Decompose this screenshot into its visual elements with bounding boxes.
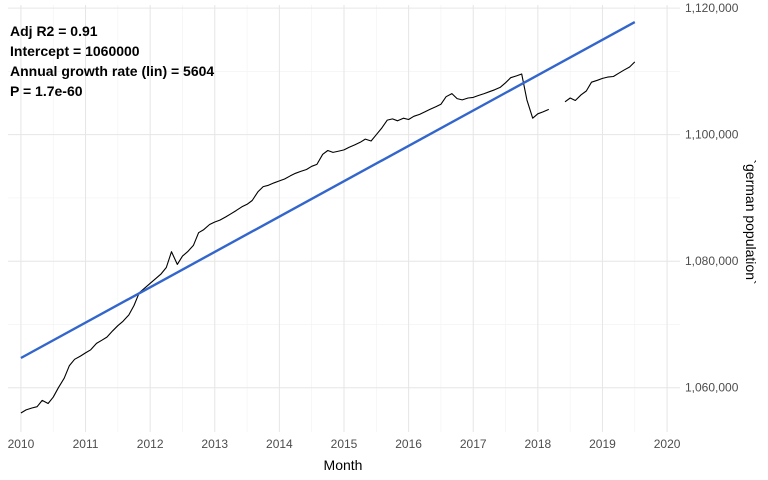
annotation-adj-r2: Adj R2 = 0.91 xyxy=(10,23,98,39)
x-tick-label: 2014 xyxy=(266,437,293,451)
x-tick-label: 2010 xyxy=(8,437,35,451)
observed-series-line xyxy=(564,61,636,103)
y-axis-title: `german population` xyxy=(743,159,759,284)
series-layer xyxy=(20,21,636,414)
linear-fit-line xyxy=(20,21,636,360)
stats-annotation: Adj R2 = 0.91 Intercept = 1060000 Annual… xyxy=(10,23,214,99)
x-tick-label: 2015 xyxy=(331,437,358,451)
x-tick-label: 2017 xyxy=(460,437,487,451)
x-axis: 2010 2011 2012 2013 2014 2015 2016 2017 2018 2019… xyxy=(8,437,681,451)
x-tick-label: 2020 xyxy=(654,437,681,451)
x-tick-label: 2019 xyxy=(589,437,616,451)
annotation-growth-rate: Annual growth rate (lin) = 5604 xyxy=(10,63,214,79)
x-tick-label: 2012 xyxy=(137,437,164,451)
y-tick-label: 1,120,000 xyxy=(685,1,739,15)
x-axis-title: Month xyxy=(324,457,363,473)
x-tick-label: 2013 xyxy=(201,437,228,451)
observed-series-line xyxy=(20,73,550,414)
annotation-intercept: Intercept = 1060000 xyxy=(10,43,140,59)
y-tick-label: 1,100,000 xyxy=(685,128,739,142)
y-axis: 1,060,000 1,080,000 1,100,000 1,120,000 xyxy=(685,1,739,395)
x-tick-label: 2011 xyxy=(73,437,99,451)
x-tick-label: 2016 xyxy=(395,437,422,451)
annotation-p-value: P = 1.7e-60 xyxy=(10,83,83,99)
x-tick-label: 2018 xyxy=(524,437,551,451)
y-tick-label: 1,080,000 xyxy=(685,254,739,268)
grid xyxy=(8,5,680,432)
y-tick-label: 1,060,000 xyxy=(685,381,739,395)
